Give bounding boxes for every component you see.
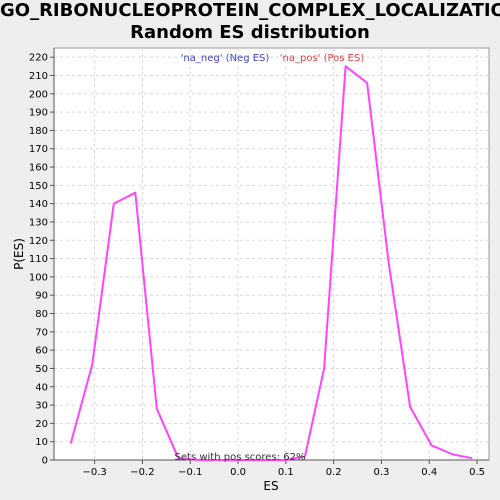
y-tick-label: 40 [35, 382, 48, 393]
y-tick-label: 200 [29, 89, 48, 100]
y-tick-label: 120 [29, 236, 48, 247]
x-tick-label: −0.1 [178, 467, 202, 478]
x-axis-label: ES [263, 479, 278, 493]
y-axis-label: P(ES) [12, 238, 26, 270]
x-tick-label: −0.3 [82, 467, 106, 478]
x-tick-label: 0.2 [326, 467, 342, 478]
x-tick-label: 0.4 [421, 467, 437, 478]
chart-title: GO_RIBONUCLEOPROTEIN_COMPLEX_LOCALIZATIO… [0, 0, 500, 44]
legend-neg-es: 'na_neg' (Neg ES) [181, 53, 270, 64]
y-tick-label: 50 [35, 364, 48, 375]
y-axis: 0 10 20 30 40 50 60 70 80 90 100 110 120 130 140 150 160… [29, 48, 55, 467]
y-tick-label: 110 [29, 254, 48, 265]
y-tick-label: 170 [29, 144, 48, 155]
y-tick-label: 100 [29, 272, 48, 283]
chart-title-line1: GO_RIBONUCLEOPROTEIN_COMPLEX_LOCALIZATIO… [0, 0, 500, 21]
grid [54, 48, 489, 461]
legend-pos-es: 'na_pos' (Pos ES) [280, 53, 365, 64]
x-tick-label: 0.0 [230, 467, 246, 478]
y-tick-label: 80 [35, 309, 48, 320]
plot-area [53, 47, 490, 461]
y-tick-label: 30 [35, 401, 48, 412]
y-tick-label: 70 [35, 327, 48, 338]
series-layer [69, 65, 473, 461]
y-tick-label: 60 [35, 346, 48, 357]
x-tick-label: 0.1 [278, 467, 294, 478]
y-tick-label: 160 [29, 163, 48, 174]
x-tick-label: −0.2 [130, 467, 154, 478]
y-tick-label: 190 [29, 108, 48, 119]
y-tick-label: 210 [29, 71, 48, 82]
y-tick-label: 20 [35, 419, 48, 430]
y-tick-label: 0 [42, 456, 48, 467]
chart-title-line2: Random ES distribution [130, 22, 370, 43]
x-tick-label: 0.3 [373, 467, 389, 478]
y-tick-label: 10 [35, 437, 48, 448]
y-tick-label: 150 [29, 181, 48, 192]
y-tick-label: 140 [29, 199, 48, 210]
es-distribution-line [69, 65, 473, 461]
pos-scores-annotation: Sets with pos scores: 62% [175, 452, 306, 463]
y-tick-label: 180 [29, 126, 48, 137]
x-tick-label: 0.5 [469, 467, 485, 478]
y-tick-label: 220 [29, 53, 48, 64]
y-tick-label: 90 [35, 291, 48, 302]
y-tick-label: 130 [29, 217, 48, 228]
